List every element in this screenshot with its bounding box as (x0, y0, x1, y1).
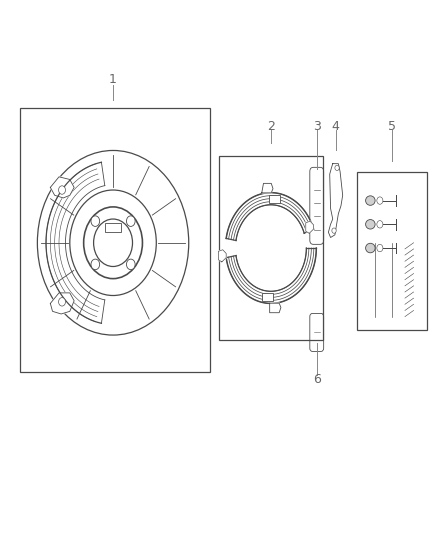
Circle shape (127, 259, 135, 270)
Bar (357, 172, 427, 330)
Bar (105, 223, 121, 232)
Text: 6: 6 (313, 374, 321, 386)
FancyBboxPatch shape (310, 167, 324, 244)
Circle shape (332, 228, 336, 233)
Bar (219, 156, 323, 341)
Ellipse shape (366, 243, 375, 253)
Polygon shape (262, 183, 273, 193)
Text: 4: 4 (332, 120, 340, 133)
Polygon shape (50, 293, 74, 314)
Polygon shape (219, 250, 226, 262)
Polygon shape (328, 164, 343, 238)
Ellipse shape (366, 196, 375, 205)
Circle shape (335, 165, 339, 171)
Polygon shape (270, 303, 281, 313)
Circle shape (59, 186, 66, 194)
Circle shape (91, 259, 99, 270)
Text: 5: 5 (388, 120, 396, 133)
Bar (269, 195, 279, 203)
Text: 1: 1 (109, 73, 117, 86)
Bar (262, 293, 272, 301)
Polygon shape (306, 221, 314, 233)
FancyBboxPatch shape (310, 313, 324, 351)
Text: 3: 3 (313, 120, 321, 133)
Text: 2: 2 (267, 120, 275, 133)
Circle shape (59, 297, 66, 306)
Circle shape (127, 216, 135, 227)
Bar (20, 108, 210, 372)
Circle shape (377, 197, 383, 204)
Circle shape (377, 221, 383, 228)
Circle shape (377, 244, 383, 252)
Circle shape (91, 216, 99, 227)
Polygon shape (50, 177, 74, 198)
Ellipse shape (366, 220, 375, 229)
